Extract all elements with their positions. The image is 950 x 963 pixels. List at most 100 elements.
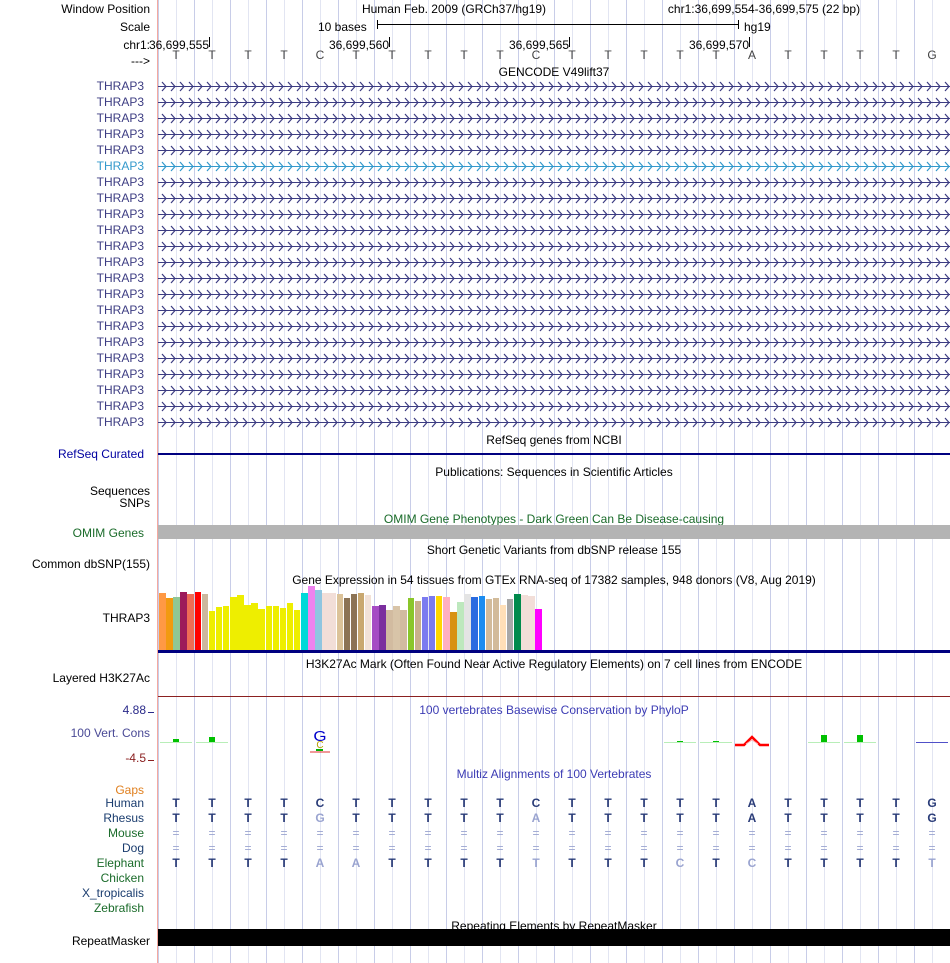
gtex-tissue-bar[interactable]	[450, 612, 457, 650]
species-label[interactable]: Mouse	[107, 826, 144, 840]
gtex-tissue-bar[interactable]	[506, 599, 514, 650]
gtex-tissue-bar[interactable]	[244, 605, 251, 650]
gene-label-thrap3[interactable]: THRAP3	[96, 415, 144, 429]
conservation-positive-bar[interactable]	[173, 739, 179, 742]
gtex-tissue-bar[interactable]	[258, 609, 265, 650]
gene-row[interactable]	[158, 143, 950, 158]
gtex-tissue-bar[interactable]	[478, 596, 485, 650]
gene-row[interactable]	[158, 319, 950, 334]
dbsnp-label[interactable]: Common dbSNP(155)	[31, 557, 150, 571]
gene-label-thrap3[interactable]: THRAP3	[96, 287, 144, 301]
gtex-tissue-bar[interactable]	[485, 599, 493, 650]
gtex-tissue-bar[interactable]	[308, 586, 315, 650]
gtex-tissue-bar[interactable]	[386, 610, 393, 650]
gtex-tissue-bar[interactable]	[173, 597, 180, 650]
gtex-tissue-bar[interactable]	[230, 597, 237, 650]
gtex-tissue-bar[interactable]	[187, 594, 194, 650]
gtex-tissue-bar[interactable]	[407, 598, 414, 650]
gene-row[interactable]	[158, 303, 950, 318]
gtex-tissue-bar[interactable]	[457, 602, 464, 650]
gtex-tissue-bar[interactable]	[372, 606, 379, 650]
gtex-tissue-bar[interactable]	[421, 597, 429, 650]
conservation-positive-bar[interactable]	[677, 741, 683, 742]
h3k27ac-label[interactable]: Layered H3K27Ac	[52, 671, 150, 685]
gene-label-thrap3[interactable]: THRAP3	[96, 399, 144, 413]
species-label[interactable]: Human	[105, 796, 144, 810]
gtex-tissue-bar[interactable]	[464, 594, 471, 650]
gtex-tissue-bar[interactable]	[414, 601, 422, 650]
gtex-tissue-bar[interactable]	[435, 596, 443, 650]
gene-row[interactable]	[158, 191, 950, 206]
gene-row[interactable]	[158, 207, 950, 222]
gene-row[interactable]	[158, 351, 950, 366]
gtex-tissue-bar[interactable]	[265, 606, 272, 650]
gene-label-thrap3[interactable]: THRAP3	[96, 79, 144, 93]
gene-row[interactable]	[158, 383, 950, 398]
gene-row[interactable]	[158, 239, 950, 254]
gtex-tissue-bar[interactable]	[208, 611, 216, 650]
gene-label-thrap3[interactable]: THRAP3	[96, 239, 144, 253]
gene-row[interactable]	[158, 79, 950, 94]
gtex-tissue-bar[interactable]	[357, 593, 365, 650]
gtex-tissue-bar[interactable]	[499, 605, 507, 650]
gene-label-thrap3[interactable]: THRAP3	[96, 95, 144, 109]
gene-row[interactable]	[158, 255, 950, 270]
gtex-tissue-bar[interactable]	[400, 610, 407, 650]
gtex-tissue-bar[interactable]	[364, 595, 372, 650]
gene-row[interactable]	[158, 287, 950, 302]
gtex-bar-chart[interactable]	[158, 585, 542, 650]
gene-row[interactable]	[158, 399, 950, 414]
conservation-negative-peak[interactable]	[734, 734, 770, 747]
species-label[interactable]: Elephant	[96, 856, 144, 870]
gtex-tissue-bar[interactable]	[393, 606, 400, 650]
refseq-label[interactable]: RefSeq Curated	[57, 447, 144, 461]
gene-row[interactable]	[158, 175, 950, 190]
gene-label-thrap3[interactable]: THRAP3	[96, 191, 144, 205]
gtex-tissue-bar[interactable]	[159, 593, 166, 650]
gtex-tissue-bar[interactable]	[379, 605, 386, 650]
gene-row[interactable]	[158, 271, 950, 286]
gene-label-thrap3[interactable]: THRAP3	[96, 271, 144, 285]
gene-label-thrap3[interactable]: THRAP3	[96, 159, 144, 173]
gene-label-thrap3[interactable]: THRAP3	[96, 383, 144, 397]
gtex-tissue-bar[interactable]	[336, 594, 343, 650]
gtex-tissue-bar[interactable]	[201, 594, 209, 650]
gtex-tissue-bar[interactable]	[279, 608, 287, 650]
gtex-tissue-bar[interactable]	[322, 593, 329, 650]
conservation-positive-bar[interactable]	[857, 735, 863, 742]
position-text[interactable]: chr1:36,699,554-36,699,575 (22 bp)	[667, 2, 861, 16]
gtex-tissue-bar[interactable]	[251, 603, 258, 650]
gene-label-thrap3[interactable]: THRAP3	[96, 127, 144, 141]
gtex-tissue-bar[interactable]	[237, 595, 244, 650]
gene-label-thrap3[interactable]: THRAP3	[96, 367, 144, 381]
gene-row[interactable]	[158, 127, 950, 142]
gtex-tissue-bar[interactable]	[293, 610, 301, 650]
gtex-tissue-bar[interactable]	[428, 596, 436, 650]
gtex-label[interactable]: THRAP3	[102, 611, 150, 625]
gene-row[interactable]	[158, 111, 950, 126]
publications-snps-label[interactable]: SNPs	[119, 496, 150, 510]
gtex-tissue-bar[interactable]	[343, 598, 351, 650]
gtex-tissue-bar[interactable]	[521, 595, 528, 650]
gene-label-thrap3[interactable]: THRAP3	[96, 207, 144, 221]
gene-label-thrap3[interactable]: THRAP3	[96, 319, 144, 333]
gtex-tissue-bar[interactable]	[528, 596, 535, 650]
gtex-tissue-bar[interactable]	[471, 597, 478, 650]
gene-row[interactable]	[158, 415, 950, 430]
repeatmasker-label[interactable]: RepeatMasker	[71, 934, 150, 948]
gtex-tissue-bar[interactable]	[492, 598, 500, 650]
gene-label-thrap3[interactable]: THRAP3	[96, 111, 144, 125]
repeatmasker-band[interactable]	[158, 929, 950, 946]
gtex-tissue-bar[interactable]	[286, 603, 294, 650]
gene-label-thrap3[interactable]: THRAP3	[96, 351, 144, 365]
gtex-tissue-bar[interactable]	[272, 606, 280, 650]
gtex-tissue-bar[interactable]	[443, 597, 450, 650]
gene-row[interactable]	[158, 159, 950, 174]
species-label[interactable]: Rhesus	[103, 811, 144, 825]
omim-label[interactable]: OMIM Genes	[72, 526, 144, 540]
species-label[interactable]: Dog	[121, 841, 144, 855]
conservation-positive-bar[interactable]	[713, 741, 719, 742]
conservation-positive-bar[interactable]	[821, 735, 827, 742]
gtex-tissue-bar[interactable]	[166, 598, 173, 650]
